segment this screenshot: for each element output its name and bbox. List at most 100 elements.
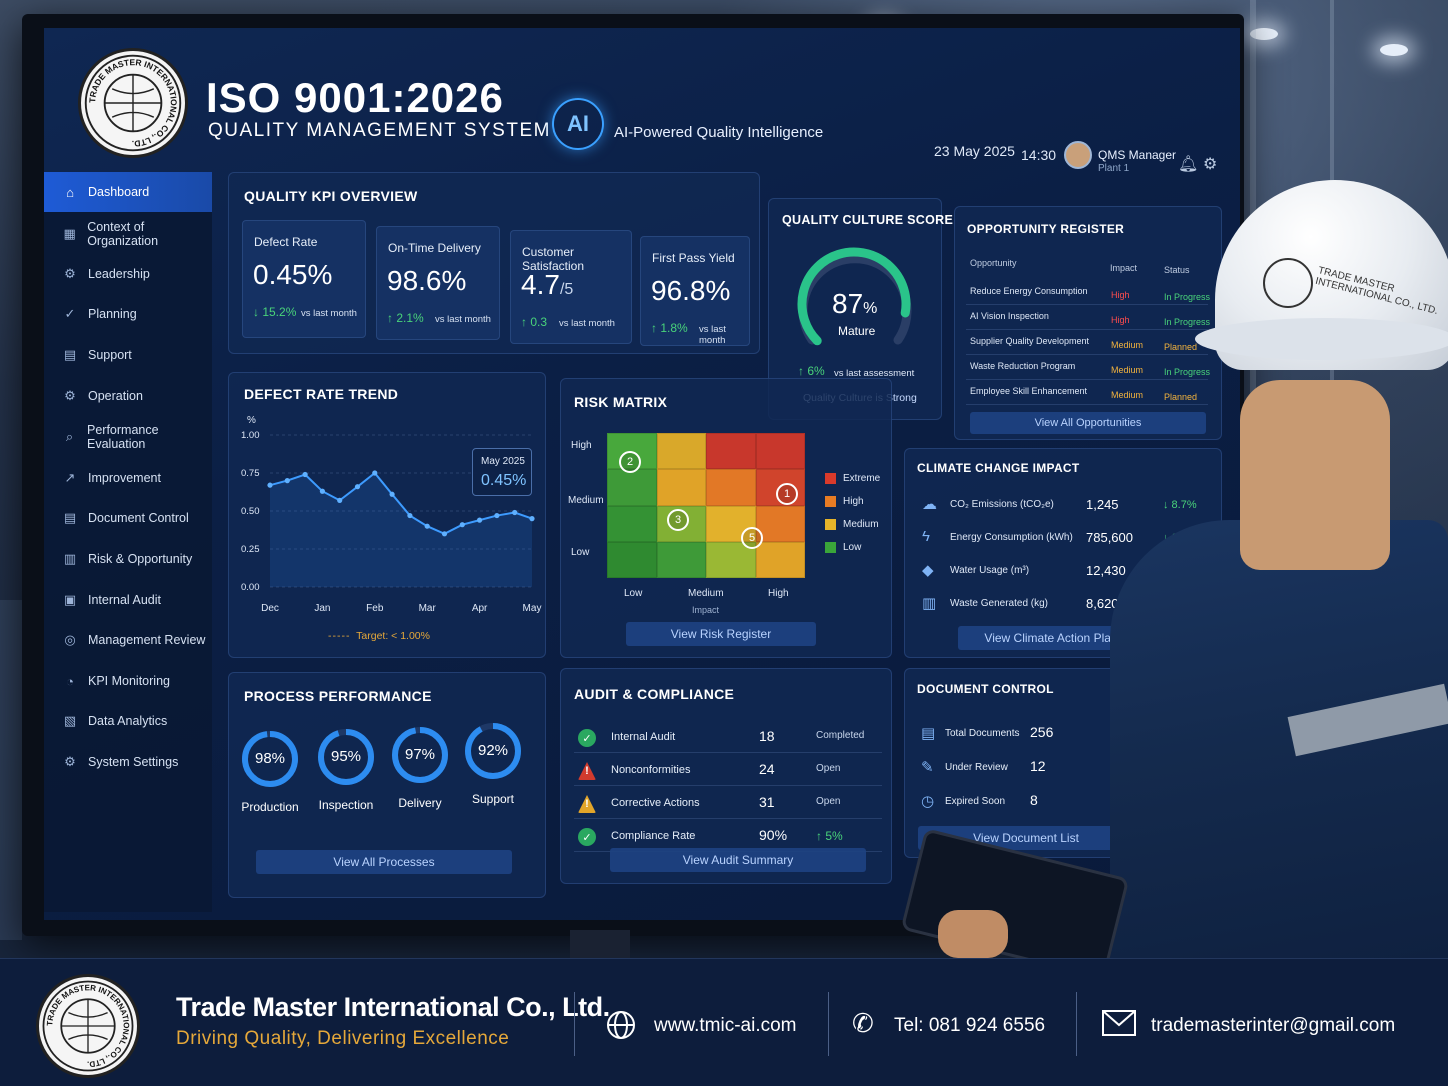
chart-icon: ▥ xyxy=(63,551,77,566)
view-all-opportunities-button[interactable]: View All Opportunities xyxy=(970,412,1206,434)
footer-email-link[interactable]: trademasterinter@gmail.com xyxy=(1151,1015,1396,1036)
audit-value: 24 xyxy=(759,761,775,777)
sidebar-item-management-review[interactable]: ◎ Management Review xyxy=(44,620,212,660)
audit-label: Compliance Rate xyxy=(611,830,696,842)
sidebar-item-performance-evaluation[interactable]: ⌕ Performance Evaluation xyxy=(44,417,212,457)
user-name[interactable]: QMS Manager xyxy=(1098,148,1177,162)
sidebar-item-leadership[interactable]: ⚙ Leadership xyxy=(44,254,212,294)
risk-cell[interactable] xyxy=(656,433,706,470)
risk-cell[interactable] xyxy=(656,469,706,506)
kpi-card[interactable]: First Pass Yield 96.8% ↑ 1.8% vs last month xyxy=(640,236,750,346)
trend-point[interactable] xyxy=(459,522,465,528)
view-all-processes-button[interactable]: View All Processes xyxy=(256,850,512,874)
trend-point[interactable] xyxy=(407,512,413,519)
opportunity-name[interactable]: Employee Skill Enhancement xyxy=(970,386,1088,396)
view-risk-register-button[interactable]: View Risk Register xyxy=(626,622,816,646)
risk-marker[interactable]: 3 xyxy=(667,509,689,531)
footer-website-link[interactable]: www.tmic-ai.com xyxy=(654,1015,797,1036)
trend-point[interactable] xyxy=(389,491,395,497)
x-tick-label: Apr xyxy=(472,603,488,614)
risk-cell[interactable] xyxy=(706,433,756,470)
risk-marker[interactable]: 1 xyxy=(776,483,798,505)
kpi-label: Defect Rate xyxy=(254,235,318,249)
sidebar-item-planning[interactable]: ✓ Planning xyxy=(44,294,212,334)
trash-icon: ▥ xyxy=(922,595,937,612)
opportunity-name[interactable]: Waste Reduction Program xyxy=(970,361,1076,371)
process-ring[interactable] xyxy=(317,728,375,786)
trend-point[interactable] xyxy=(424,523,430,529)
row-divider xyxy=(574,752,882,753)
risk-cell[interactable] xyxy=(607,469,657,506)
risk-cell[interactable] xyxy=(706,469,756,506)
row-divider xyxy=(574,785,882,786)
ai-badge-icon: AI xyxy=(552,98,604,150)
x-tick-label: Mar xyxy=(419,603,437,614)
trend-point[interactable] xyxy=(512,509,518,516)
water-drop-icon: ◆ xyxy=(922,562,934,579)
x-tick-label: May xyxy=(523,603,542,614)
trend-point[interactable] xyxy=(354,484,361,490)
analytics-icon: ▧ xyxy=(63,713,77,728)
risk-y-high: High xyxy=(571,440,592,451)
climate-change: ↓ 8.7% xyxy=(1163,499,1197,511)
trend-point[interactable] xyxy=(477,517,483,523)
audit-value: 18 xyxy=(759,728,775,744)
bell-icon[interactable]: 🔔︎ xyxy=(1178,156,1199,173)
risk-cell[interactable] xyxy=(656,541,706,578)
opportunity-name[interactable]: Reduce Energy Consumption xyxy=(970,286,1088,296)
kpi-card[interactable]: On-Time Delivery 98.6% ↑ 2.1% vs last month xyxy=(376,226,500,340)
trend-area xyxy=(270,473,532,587)
kpi-card[interactable]: Customer Satisfaction 4.7/5 ↑ 0.3 vs last m… xyxy=(510,230,632,344)
user-avatar[interactable] xyxy=(1064,141,1092,169)
sidebar-item-context-of-organization[interactable]: ▦ Context of Organization xyxy=(44,214,212,254)
kpi-vs-label: vs last month xyxy=(699,324,726,346)
opportunity-header-status: Status xyxy=(1164,265,1190,275)
trend-point[interactable] xyxy=(441,531,448,537)
risk-cell[interactable] xyxy=(755,433,805,470)
kpi-card[interactable]: Defect Rate 0.45% ↓ 15.2% vs last month xyxy=(242,220,366,338)
kpi-label: First Pass Yield xyxy=(652,251,735,265)
footer-phone[interactable]: Tel: 081 924 6556 xyxy=(894,1015,1046,1036)
sidebar-item-operation[interactable]: ⚙ Operation xyxy=(44,376,212,416)
sidebar-item-kpi-monitoring[interactable]: ◔ KPI Monitoring xyxy=(44,661,212,701)
risk-marker[interactable]: 2 xyxy=(619,451,641,473)
risk-cell[interactable] xyxy=(607,541,657,578)
trend-point[interactable] xyxy=(337,497,343,503)
process-ring[interactable] xyxy=(391,726,449,784)
sidebar-item-label: Performance Evaluation xyxy=(87,423,159,451)
tooltip-value: 0.45% xyxy=(481,472,527,489)
footer-slogan: Driving Quality, Delivering Excellence xyxy=(176,1028,510,1049)
risk-marker[interactable]: 5 xyxy=(741,527,763,549)
settings-gear-icon[interactable]: ⚙ xyxy=(1203,156,1218,173)
view-audit-summary-button[interactable]: View Audit Summary xyxy=(610,848,866,872)
sidebar-item-document-control[interactable]: ▤ Document Control xyxy=(44,498,212,538)
row-divider xyxy=(966,329,1208,330)
sidebar-item-data-analytics[interactable]: ▧ Data Analytics xyxy=(44,701,212,741)
trend-point[interactable] xyxy=(372,470,378,476)
trend-point[interactable] xyxy=(494,512,500,519)
sidebar-item-internal-audit[interactable]: ▣ Internal Audit xyxy=(44,580,212,620)
kpi-value-number: 96.8% xyxy=(651,275,731,306)
trend-point[interactable] xyxy=(284,478,290,484)
risk-cell[interactable] xyxy=(607,505,657,542)
trend-point[interactable] xyxy=(529,516,535,522)
trend-point[interactable] xyxy=(319,488,325,494)
opportunity-name[interactable]: AI Vision Inspection xyxy=(970,311,1049,321)
trend-point[interactable] xyxy=(302,471,308,478)
opportunity-name[interactable]: Supplier Quality Development xyxy=(970,336,1090,346)
sidebar-item-improvement[interactable]: ↗ Improvement xyxy=(44,458,212,498)
process-ring[interactable] xyxy=(241,730,299,788)
risk-cell[interactable] xyxy=(755,541,805,578)
sidebar-item-risk-opportunity[interactable]: ▥ Risk & Opportunity xyxy=(44,539,212,579)
sidebar-item-system-settings[interactable]: ⚙ System Settings xyxy=(44,742,212,782)
document-icon: ▤ xyxy=(63,347,77,362)
sidebar-item-dashboard[interactable]: ⌂ Dashboard xyxy=(44,172,212,212)
check-icon: ✓ xyxy=(578,828,596,846)
process-ring[interactable] xyxy=(464,722,522,780)
sidebar-item-support[interactable]: ▤ Support xyxy=(44,335,212,375)
climate-value: 8,620 xyxy=(1086,596,1119,611)
trend-point[interactable] xyxy=(267,482,273,488)
legend-label: Extreme xyxy=(843,473,881,484)
risk-cell[interactable] xyxy=(755,505,805,542)
